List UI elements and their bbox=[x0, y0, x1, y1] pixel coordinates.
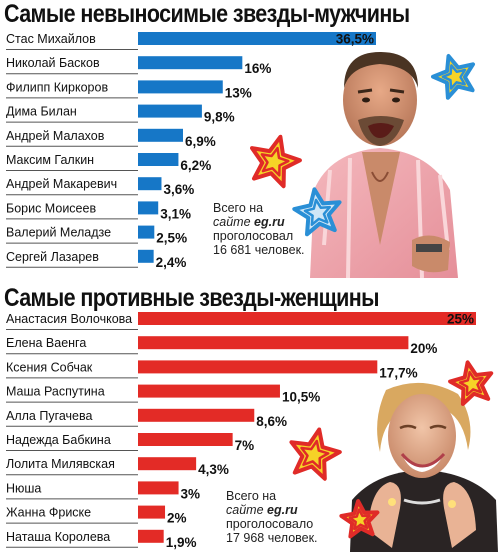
men-category-label: Борис Моисеев bbox=[6, 201, 96, 215]
men-bar bbox=[138, 249, 154, 263]
men-category-label: Валерий Меладзе bbox=[6, 226, 111, 240]
men-bar bbox=[138, 201, 159, 215]
note-men-line4: 16 681 человек. bbox=[213, 243, 305, 257]
vote-note-men: Всего на сайте eg.ru проголосовал 16 681… bbox=[213, 201, 305, 257]
men-value-label: 3,1% bbox=[160, 206, 191, 221]
women-bar bbox=[138, 433, 233, 446]
women-bar bbox=[138, 505, 166, 519]
women-category-label: Наташа Королева bbox=[6, 530, 110, 544]
women-bar bbox=[138, 457, 197, 471]
men-bar bbox=[138, 177, 162, 191]
men-bar bbox=[138, 153, 179, 166]
chart-men: Стас Михайлов 36,5% Николай Басков 16% Филип… bbox=[6, 32, 376, 270]
men-category-label: Андрей Макаревич bbox=[6, 177, 117, 191]
women-category-label: Лолита Милявская bbox=[6, 457, 115, 471]
men-bar bbox=[138, 128, 183, 142]
women-value-label: 17,7% bbox=[379, 365, 417, 380]
men-value-label: 3,6% bbox=[163, 182, 194, 197]
star-inner-icon bbox=[300, 439, 330, 470]
women-value-label: 2% bbox=[167, 511, 187, 526]
chart-title-men: Самые невыносимые звезды-мужчины bbox=[4, 0, 410, 28]
men-bar bbox=[138, 104, 202, 118]
star-inner-icon bbox=[303, 198, 332, 226]
women-category-label: Маша Распутина bbox=[6, 385, 105, 399]
women-bar bbox=[138, 336, 409, 350]
note-women-line3: проголосовало bbox=[226, 517, 314, 531]
men-value-label: 6,2% bbox=[180, 158, 211, 173]
star-icon bbox=[448, 360, 494, 406]
men-value-label: 2,5% bbox=[156, 231, 187, 246]
men-category-label: Стас Михайлов bbox=[6, 32, 96, 46]
note-women-site: сайте bbox=[226, 503, 264, 517]
women-category-label: Жанна Фриске bbox=[6, 506, 91, 520]
men-value-label: 9,8% bbox=[204, 110, 235, 125]
star-icon bbox=[431, 54, 475, 100]
men-value-label: 6,9% bbox=[185, 134, 216, 149]
star-icon bbox=[250, 134, 302, 189]
star-inner-icon bbox=[260, 146, 290, 177]
note-women-line1: Всего на bbox=[226, 489, 277, 503]
women-category-label: Нюша bbox=[6, 481, 41, 495]
women-category-label: Ксения Собчак bbox=[6, 360, 93, 374]
note-men-domain: eg.ru bbox=[254, 215, 285, 229]
women-bar bbox=[138, 384, 280, 398]
women-value-label: 4,3% bbox=[198, 462, 229, 477]
star-icon bbox=[339, 499, 380, 539]
men-category-label: Дима Билан bbox=[6, 105, 77, 119]
women-bar bbox=[138, 408, 255, 422]
women-value-label: 1,9% bbox=[166, 535, 197, 550]
women-category-label: Надежда Бабкина bbox=[6, 433, 111, 447]
star-inner-icon bbox=[441, 64, 467, 90]
note-men-line1: Всего на bbox=[213, 201, 264, 215]
men-bar bbox=[138, 56, 243, 70]
star-inner-icon bbox=[458, 370, 484, 397]
note-men-site: сайте bbox=[213, 215, 251, 229]
photo-anastasia-volochkova bbox=[350, 382, 498, 552]
women-value-label: 25% bbox=[447, 312, 474, 327]
women-value-label: 20% bbox=[410, 341, 437, 356]
note-men-line3: проголосовал bbox=[213, 229, 294, 243]
women-value-label: 10,5% bbox=[282, 390, 320, 405]
women-value-label: 7% bbox=[235, 438, 255, 453]
men-bar bbox=[138, 225, 155, 239]
men-category-label: Андрей Малахов bbox=[6, 129, 105, 143]
men-bar bbox=[138, 80, 223, 94]
women-value-label: 8,6% bbox=[256, 414, 287, 429]
men-bar bbox=[138, 32, 376, 45]
note-women-line4: 17 968 человек. bbox=[226, 531, 318, 545]
women-bar bbox=[138, 360, 378, 374]
men-category-label: Сергей Лазарев bbox=[6, 250, 99, 264]
men-value-label: 16% bbox=[244, 61, 271, 76]
note-women-domain: eg.ru bbox=[267, 503, 298, 517]
star-icon bbox=[292, 187, 342, 237]
women-bar bbox=[138, 312, 476, 325]
star-inner-icon bbox=[348, 508, 371, 531]
star-icon bbox=[289, 427, 342, 481]
men-category-label: Филипп Киркоров bbox=[6, 80, 108, 94]
women-bar bbox=[138, 529, 164, 543]
men-value-label: 13% bbox=[225, 85, 252, 100]
men-value-label: 2,4% bbox=[156, 255, 187, 270]
chart-women: Анастасия Волочкова 25% Елена Ваенга 20% Ксе… bbox=[6, 312, 476, 550]
women-value-label: 3% bbox=[181, 486, 201, 501]
women-category-label: Анастасия Волочкова bbox=[6, 312, 132, 326]
men-category-label: Максим Галкин bbox=[6, 153, 94, 167]
men-category-label: Николай Басков bbox=[6, 56, 100, 70]
men-value-label: 36,5% bbox=[336, 32, 374, 47]
women-category-label: Алла Пугачева bbox=[6, 409, 93, 423]
women-bar bbox=[138, 481, 179, 495]
chart-title-women: Самые противные звезды-женщины bbox=[4, 284, 380, 312]
vote-note-women: Всего на сайте eg.ru проголосовало 17 96… bbox=[226, 489, 318, 545]
women-category-label: Елена Ваенга bbox=[6, 336, 86, 350]
